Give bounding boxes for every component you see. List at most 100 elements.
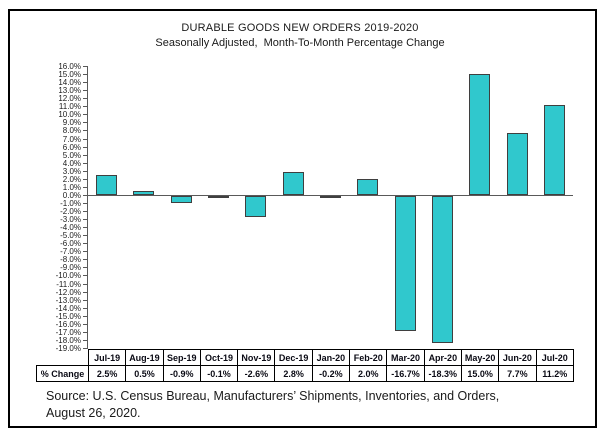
y-axis-tick-label: -2.0% — [60, 207, 81, 216]
y-axis-tick-mark — [83, 74, 87, 75]
y-axis-tick-mark — [83, 219, 87, 220]
month-header-cell: Oct-19 — [199, 349, 239, 366]
month-header-cell: Jul-19 — [87, 349, 127, 366]
y-axis-tick-label: -4.0% — [60, 223, 81, 232]
source-note-line2: August 26, 2020. — [46, 406, 141, 420]
y-axis-tick-mark — [83, 292, 87, 293]
bar-Aug-19 — [133, 191, 154, 195]
value-cell: 2.0% — [349, 365, 388, 382]
y-axis-tick-label: -16.0% — [55, 320, 81, 329]
value-cell: -16.7% — [386, 365, 425, 382]
y-axis-tick-mark — [83, 130, 87, 131]
y-axis-tick-label: 6.0% — [62, 143, 81, 152]
month-header-cell: May-20 — [460, 349, 500, 366]
y-axis-tick-mark — [83, 98, 87, 99]
y-axis-tick-mark — [83, 243, 87, 244]
bar-Sep-19 — [171, 196, 192, 203]
y-axis-tick-label: 10.0% — [58, 110, 81, 119]
y-axis-tick-label: -9.0% — [60, 263, 81, 272]
month-header-cell: Mar-20 — [386, 349, 425, 366]
y-axis-tick-mark — [83, 82, 87, 83]
month-header-cell: Sep-19 — [162, 349, 201, 366]
y-axis-tick-label: -11.0% — [56, 280, 81, 289]
month-header-cell: Apr-20 — [423, 349, 462, 366]
y-axis-tick-label: 9.0% — [62, 118, 81, 127]
y-axis-tick-mark — [83, 324, 87, 325]
y-axis-tick-label: -3.0% — [60, 215, 81, 224]
y-axis-tick-label: 8.0% — [62, 126, 81, 135]
data-table: Jul-19 Aug-19 Sep-19 Oct-19 Nov-19 Dec-19 Jan-… — [36, 349, 574, 382]
bar-Jul-20 — [544, 105, 565, 195]
y-axis-tick-label: -10.0% — [55, 271, 81, 280]
y-axis-tick-mark — [83, 316, 87, 317]
y-axis-tick-label: -5.0% — [60, 231, 81, 240]
y-axis-tick-mark — [83, 284, 87, 285]
y-axis-tick-mark — [83, 122, 87, 123]
month-header-cell: Jun-20 — [498, 349, 537, 366]
y-axis-tick-label: 16.0% — [58, 62, 81, 71]
y-axis-tick-label: 7.0% — [62, 135, 81, 144]
y-axis-tick-label: -8.0% — [60, 255, 81, 264]
y-axis-tick-label: 5.0% — [62, 151, 81, 160]
y-axis-tick-mark — [83, 147, 87, 148]
y-axis-tick-mark — [83, 235, 87, 236]
month-header-cell: Aug-19 — [125, 349, 164, 366]
y-axis-tick-label: 1.0% — [62, 183, 81, 192]
month-header-cell: Nov-19 — [237, 349, 276, 366]
y-axis-tick-label: -19.0% — [55, 344, 81, 353]
y-axis-tick-label: -6.0% — [60, 239, 81, 248]
bar-Jul-19 — [96, 175, 117, 195]
bar-Apr-20 — [432, 196, 453, 343]
bar-Jan-20 — [320, 196, 341, 198]
bar-Oct-19 — [208, 196, 229, 198]
row-header-cell: % Change — [36, 365, 89, 382]
bar-Jun-20 — [507, 133, 528, 195]
source-note-line1: Source: U.S. Census Bureau, Manufacturer… — [46, 389, 500, 403]
y-axis-tick-label: 0.0% — [62, 191, 81, 200]
y-axis-tick-mark — [83, 155, 87, 156]
y-axis-tick-label: -14.0% — [55, 304, 81, 313]
y-axis-tick-mark — [83, 211, 87, 212]
y-axis-tick-label: -13.0% — [55, 296, 81, 305]
y-axis-tick-label: 12.0% — [58, 94, 81, 103]
y-axis-tick-mark — [83, 139, 87, 140]
y-axis-tick-mark — [83, 179, 87, 180]
y-axis-tick-mark — [83, 348, 87, 349]
month-header-cell: Jul-20 — [535, 349, 574, 366]
y-axis-tick-mark — [83, 340, 87, 341]
y-axis-tick-mark — [83, 187, 87, 188]
y-axis-tick-mark — [83, 251, 87, 252]
y-axis-tick-label: 15.0% — [58, 70, 81, 79]
y-axis-tick-label: 13.0% — [58, 86, 81, 95]
y-axis-tick-label: -7.0% — [60, 247, 81, 256]
y-axis-tick-label: -1.0% — [60, 199, 81, 208]
value-cell: 2.8% — [274, 365, 313, 382]
y-axis-tick-mark — [83, 267, 87, 268]
month-header-cell: Dec-19 — [274, 349, 313, 366]
y-axis-tick-mark — [83, 163, 87, 164]
bar-Mar-20 — [395, 196, 416, 331]
value-cell: 0.5% — [125, 365, 164, 382]
y-axis-tick-mark — [83, 114, 87, 115]
y-axis-line — [87, 66, 88, 349]
y-axis-tick-mark — [83, 203, 87, 204]
zero-baseline — [88, 195, 573, 196]
y-axis-tick-label: 14.0% — [58, 78, 81, 87]
value-cell: 15.0% — [460, 365, 500, 382]
bar-Feb-20 — [357, 179, 378, 195]
chart-title: DURABLE GOODS NEW ORDERS 2019-2020 — [181, 22, 419, 34]
y-axis-tick-label: -15.0% — [55, 312, 81, 321]
y-axis-tick-label: 11.0% — [58, 102, 81, 111]
y-axis-tick-label: -17.0% — [55, 328, 81, 337]
bar-May-20 — [469, 74, 490, 195]
value-cell: -18.3% — [423, 365, 462, 382]
y-axis-tick-mark — [83, 227, 87, 228]
month-header-cell: Jan-20 — [311, 349, 351, 366]
y-axis-tick-mark — [83, 332, 87, 333]
value-cell: -0.2% — [311, 365, 351, 382]
value-cell: -0.1% — [199, 365, 239, 382]
value-cell: -0.9% — [162, 365, 201, 382]
month-header-cell: Feb-20 — [349, 349, 388, 366]
y-axis-tick-mark — [83, 275, 87, 276]
